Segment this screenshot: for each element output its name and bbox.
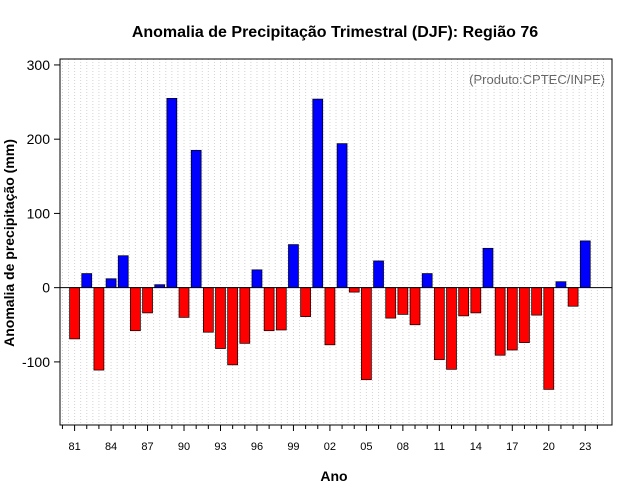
x-tick-label: 90 <box>178 441 190 453</box>
bar-1982 <box>81 273 93 289</box>
x-tick-label: 14 <box>470 441 482 453</box>
bar-1996 <box>251 269 263 289</box>
bar-2005 <box>361 287 372 381</box>
bar-2007 <box>385 287 397 319</box>
bar-2020 <box>543 287 555 390</box>
x-axis-label: Ano <box>320 468 347 484</box>
x-tick-label: 81 <box>68 441 80 453</box>
bar-1993 <box>215 287 226 349</box>
x-tick-label: 93 <box>214 441 226 453</box>
bar-2004 <box>348 287 360 293</box>
bar-2016 <box>494 287 506 356</box>
axes-layer: -100 0 100 200 300 81 84 87 90 93 96 99 02 05 08 11 14 17… <box>22 57 613 453</box>
bar-1987 <box>142 287 153 314</box>
bar-2002 <box>324 287 336 346</box>
credit-text: (Produto:CPTEC/INPE) <box>469 72 605 87</box>
bar-2023 <box>579 240 591 289</box>
plot-frame <box>59 58 613 426</box>
x-tick-label: 17 <box>506 441 518 453</box>
bar-2013 <box>458 287 469 317</box>
x-tick-label: 08 <box>397 441 409 453</box>
bar-2010 <box>421 273 433 289</box>
x-tick-label: 23 <box>579 441 591 453</box>
bar-1990 <box>178 287 190 318</box>
bars-layer <box>69 97 591 390</box>
bar-1997 <box>263 287 275 332</box>
bar-2017 <box>506 287 518 351</box>
chart-title: Anomalia de Precipitação Trimestral (DJF… <box>132 24 538 41</box>
y-tick-label: 100 <box>27 205 51 221</box>
bar-2012 <box>446 287 457 370</box>
y-tick-label: 200 <box>27 131 51 147</box>
grid-layer <box>61 59 604 425</box>
x-tick-label: 02 <box>324 441 336 453</box>
bar-1989 <box>166 97 178 289</box>
bar-2011 <box>434 287 445 361</box>
bar-2014 <box>470 287 482 314</box>
bar-2022 <box>567 287 579 307</box>
bar-1981 <box>69 287 80 340</box>
bar-2001 <box>312 98 324 289</box>
y-axis-label: Anomalia de precipitação (mm) <box>1 139 17 347</box>
x-tick-label: 87 <box>141 441 153 453</box>
x-tick-label: 84 <box>105 441 117 453</box>
bar-1986 <box>130 287 141 332</box>
x-tick-label: 99 <box>287 441 299 453</box>
x-tick-label: 11 <box>434 441 445 453</box>
x-tick-label: 96 <box>251 441 263 453</box>
x-tick-label: 20 <box>543 441 555 453</box>
bar-2019 <box>531 287 542 316</box>
bar-2008 <box>397 287 409 315</box>
bar-2021 <box>555 281 567 289</box>
bar-2006 <box>373 260 384 289</box>
bar-1995 <box>239 287 251 344</box>
y-tick-label: -100 <box>22 354 50 370</box>
bar-2009 <box>409 287 421 326</box>
bar-1991 <box>190 149 202 288</box>
bar-1984 <box>105 278 117 289</box>
bar-1999 <box>288 244 299 289</box>
bar-1985 <box>117 255 129 288</box>
bar-1983 <box>93 287 105 371</box>
y-tick-label: 0 <box>42 280 50 296</box>
bar-2015 <box>482 247 494 289</box>
bar-1992 <box>203 287 214 333</box>
bar-1994 <box>227 287 238 366</box>
x-tick-label: 05 <box>360 441 372 453</box>
bar-1998 <box>275 287 287 331</box>
bar-2018 <box>519 287 530 343</box>
bar-2003 <box>336 143 348 289</box>
y-tick-label: 300 <box>27 57 51 73</box>
bar-2000 <box>300 287 311 317</box>
